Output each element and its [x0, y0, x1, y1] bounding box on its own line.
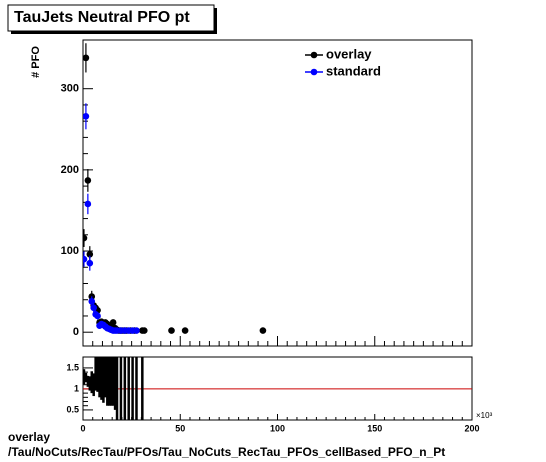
title-box: [7, 4, 215, 32]
data-point: [181, 327, 189, 334]
footer-label: overlay: [8, 430, 50, 444]
data-point: [83, 112, 90, 120]
y-tick-label: 0: [73, 326, 79, 338]
y-tick-label: 1: [74, 383, 79, 393]
x-tick-label: 0: [80, 423, 85, 433]
x-tick-label: 150: [367, 423, 382, 433]
data-point: [83, 255, 88, 263]
plot-frame: [82, 39, 473, 347]
plot-area: [83, 43, 267, 334]
data-point: [83, 234, 88, 242]
data-point: [84, 200, 92, 208]
data-point: [86, 259, 94, 267]
y-tick-label: 100: [61, 245, 79, 257]
y-tick-label: 1.5: [66, 362, 79, 372]
footer-path: /Tau/NoCuts/RecTau/PFOs/Tau_NoCuts_RecTa…: [8, 445, 445, 459]
data-point: [168, 327, 175, 334]
y-tick-label: 300: [61, 83, 79, 95]
data-point: [94, 312, 101, 320]
x-multiplier: ×10³: [476, 411, 493, 420]
x-tick-label: 50: [175, 423, 185, 433]
y-axis-label: # PFO: [30, 46, 42, 78]
legend-marker: [310, 68, 318, 76]
plot-area: [83, 357, 472, 420]
legend-label: overlay: [326, 46, 372, 61]
x-tick-label: 100: [270, 423, 285, 433]
y-tick-label: 200: [61, 164, 79, 176]
data-point: [86, 250, 94, 258]
data-point: [83, 54, 90, 62]
x-tick-label: 200: [464, 423, 479, 433]
legend-marker: [310, 51, 318, 59]
legend-label: standard: [326, 63, 381, 78]
data-point: [133, 327, 140, 334]
data-point: [140, 327, 148, 334]
data-point: [259, 327, 267, 334]
data-point: [84, 177, 92, 184]
y-tick-label: 0.5: [66, 404, 79, 414]
data-point: [109, 319, 117, 326]
data-point: [90, 304, 97, 312]
chart-title: TauJets Neutral PFO pt: [14, 9, 190, 26]
data-point: [88, 298, 96, 305]
